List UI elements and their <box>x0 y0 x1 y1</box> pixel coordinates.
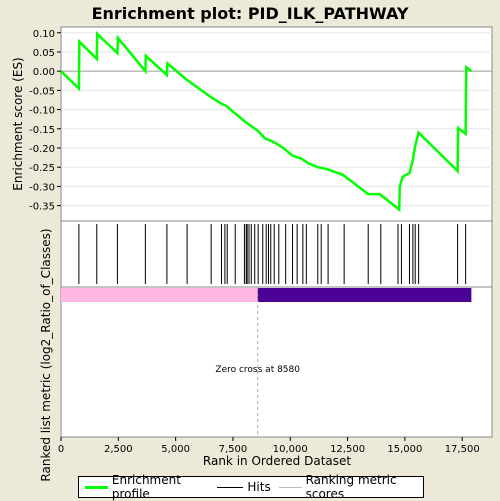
legend-swatch-ranking-metric <box>278 486 302 488</box>
x-tick-label: 2,500 <box>104 444 133 455</box>
y-tick-label: -0.20 <box>29 144 55 155</box>
es-plot-area <box>60 26 493 222</box>
y-tick-label: -0.30 <box>29 182 55 193</box>
hits-panel <box>60 220 493 288</box>
y-tick-label: -0.35 <box>29 202 55 213</box>
series-line-enrichment-profile <box>60 31 473 213</box>
y-axis-label-metric: Ranked list metric (log2_Ratio_of_Classe… <box>39 228 53 481</box>
legend-label: Enrichment profile <box>111 473 181 501</box>
chart-title: Enrichment plot: PID_ILK_PATHWAY <box>92 4 409 23</box>
legend-item-ranking-metric: Ranking metric scores <box>278 473 423 501</box>
x-tick-label: 5,000 <box>161 444 190 455</box>
legend-swatch-enrichment-profile <box>85 485 108 489</box>
legend-item-hits: Hits <box>217 480 271 494</box>
y-tick-label: 0.10 <box>33 29 55 40</box>
legend-label: Ranking metric scores <box>305 473 397 501</box>
metric-bar-positive <box>61 288 258 302</box>
y-tick-label: 0.00 <box>33 67 55 78</box>
legend-label: Hits <box>247 480 271 494</box>
metric-panel <box>60 286 493 438</box>
x-tick-label: 15,000 <box>387 444 422 455</box>
x-tick-label: 0 <box>58 444 64 455</box>
metric-bar-negative <box>257 288 472 302</box>
x-axis-label: Rank in Ordered Dataset <box>203 454 351 468</box>
x-tick-label: 17,500 <box>445 444 480 455</box>
y-axis-label-es: Enrichment score (ES) <box>11 57 25 190</box>
x-tick-label: 10,000 <box>273 444 308 455</box>
legend-swatch-hits <box>217 486 244 488</box>
y-tick-label: 0.05 <box>33 48 55 59</box>
y-tick-label: -0.15 <box>29 125 55 136</box>
x-tick-label: 12,500 <box>330 444 365 455</box>
y-tick-label: -0.25 <box>29 163 55 174</box>
x-tick-label: 7,500 <box>219 444 248 455</box>
y-tick-label: -0.05 <box>29 86 55 97</box>
legend-item-enrichment-profile: Enrichment profile <box>85 473 209 501</box>
y-tick-label: -0.10 <box>29 106 55 117</box>
legend: Enrichment profile Hits Ranking metric s… <box>78 473 424 501</box>
zero-cross-annotation: Zero cross at 8580 <box>215 365 300 375</box>
